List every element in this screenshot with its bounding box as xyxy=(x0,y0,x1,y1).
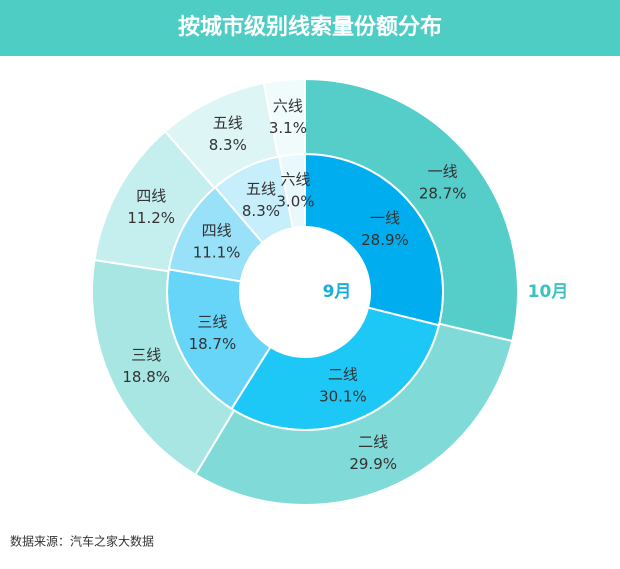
slice-category-label: 一线 xyxy=(370,209,400,227)
slice-category-label: 五线 xyxy=(246,180,276,198)
slice-value-label: 11.2% xyxy=(127,209,175,227)
slice-category-label: 三线 xyxy=(197,313,227,331)
chart-title: 按城市级别线索量份额分布 xyxy=(178,14,442,40)
series-label: 9月 xyxy=(323,282,352,302)
slice-category-label: 五线 xyxy=(213,114,243,132)
slice-category-label: 四线 xyxy=(202,222,232,240)
slice-category-label: 二线 xyxy=(358,433,388,451)
slice-value-label: 3.1% xyxy=(269,119,307,137)
slice-value-label: 29.9% xyxy=(349,455,397,473)
slice-value-label: 3.0% xyxy=(276,192,314,210)
donut-slice xyxy=(304,77,519,343)
donut-slice xyxy=(194,322,514,506)
donut-slice xyxy=(262,77,306,158)
slice-value-label: 18.7% xyxy=(189,335,237,353)
title-banner xyxy=(0,0,620,56)
slice-category-label: 三线 xyxy=(131,346,161,364)
slice-value-label: 8.3% xyxy=(209,136,247,154)
source-note: 数据来源：汽车之家大数据 xyxy=(10,534,154,549)
slice-value-label: 30.1% xyxy=(319,388,367,406)
slice-category-label: 一线 xyxy=(428,163,458,181)
slice-value-label: 28.7% xyxy=(419,185,467,203)
series-label: 10月 xyxy=(528,282,569,302)
slice-category-label: 六线 xyxy=(273,97,303,115)
slice-value-label: 8.3% xyxy=(242,202,280,220)
slice-category-label: 二线 xyxy=(328,366,358,384)
slice-category-label: 四线 xyxy=(136,187,166,205)
slice-category-label: 六线 xyxy=(280,170,310,188)
slice-value-label: 18.8% xyxy=(122,368,170,386)
slice-value-label: 28.9% xyxy=(361,231,409,249)
slice-value-label: 11.1% xyxy=(193,244,241,262)
